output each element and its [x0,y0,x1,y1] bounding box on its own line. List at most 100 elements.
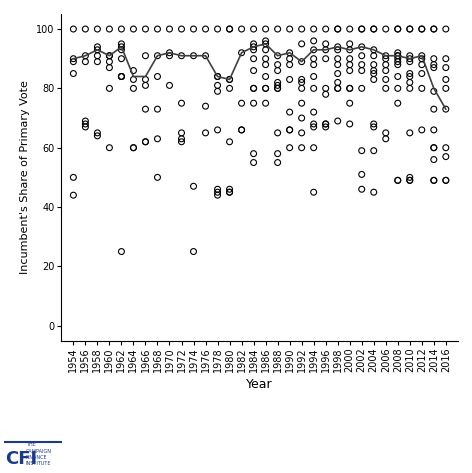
Point [346,46,354,53]
Point [226,25,233,33]
Point [358,147,365,155]
Point [130,144,137,151]
Point [250,67,257,74]
Point [93,25,101,33]
Point [310,55,318,62]
Point [442,85,450,92]
Point [370,25,378,33]
Point [142,52,149,60]
Point [82,58,89,65]
Point [250,150,257,158]
Point [106,52,113,60]
Point [226,188,233,196]
Point [69,25,77,33]
Point [106,52,113,60]
Point [382,135,389,142]
Point [250,85,257,92]
Point [346,55,354,62]
Text: CFI: CFI [5,450,37,468]
Point [370,70,378,77]
Point [106,25,113,33]
Point [394,99,402,107]
Point [262,25,270,33]
Point [382,55,389,62]
Point [93,132,101,140]
Point [430,144,438,151]
Point [370,61,378,69]
Point [118,73,125,80]
Point [394,52,402,60]
Point [178,135,185,142]
Point [418,126,426,134]
Point [334,25,341,33]
Point [430,156,438,163]
Point [82,117,89,125]
Point [394,176,402,184]
Point [370,147,378,155]
Point [202,52,209,60]
Point [226,76,233,83]
Point [358,25,365,33]
Point [394,55,402,62]
Point [286,108,294,116]
Point [418,25,426,33]
Point [250,40,257,48]
Point [274,67,281,74]
Point [430,176,438,184]
Point [166,25,173,33]
Point [166,49,173,57]
Point [274,129,281,137]
Point [298,76,305,83]
Point [298,129,305,137]
Point [370,67,378,74]
Point [310,108,318,116]
Point [406,70,413,77]
Point [334,46,341,53]
Point [250,43,257,51]
Point [346,67,354,74]
Point [406,174,413,181]
Point [382,76,389,83]
Y-axis label: Incumbent's Share of Primary Vote: Incumbent's Share of Primary Vote [20,80,31,274]
Point [430,176,438,184]
Point [286,49,294,57]
Point [262,46,270,53]
Point [286,126,294,134]
Point [406,25,413,33]
Point [250,25,257,33]
Point [262,99,270,107]
Point [118,40,125,48]
Point [442,25,450,33]
Text: THE
CAMPAIGN
FINANCE
INSTITUTE: THE CAMPAIGN FINANCE INSTITUTE [26,442,52,466]
Point [430,144,438,151]
X-axis label: Year: Year [246,378,273,391]
Point [310,25,318,33]
Point [262,55,270,62]
Point [214,188,221,196]
Point [358,61,365,69]
Point [154,52,161,60]
Point [382,85,389,92]
Point [262,40,270,48]
Point [190,52,197,60]
Point [106,58,113,65]
Point [106,85,113,92]
Point [442,176,450,184]
Point [142,138,149,146]
Point [334,79,341,86]
Point [394,25,402,33]
Point [382,52,389,60]
Point [334,70,341,77]
Point [430,126,438,134]
Point [370,76,378,83]
Point [250,46,257,53]
Point [166,52,173,60]
Point [394,49,402,57]
Point [322,120,329,128]
Point [322,40,329,48]
Point [69,70,77,77]
Point [214,185,221,193]
Point [382,67,389,74]
Point [418,25,426,33]
Point [118,73,125,80]
